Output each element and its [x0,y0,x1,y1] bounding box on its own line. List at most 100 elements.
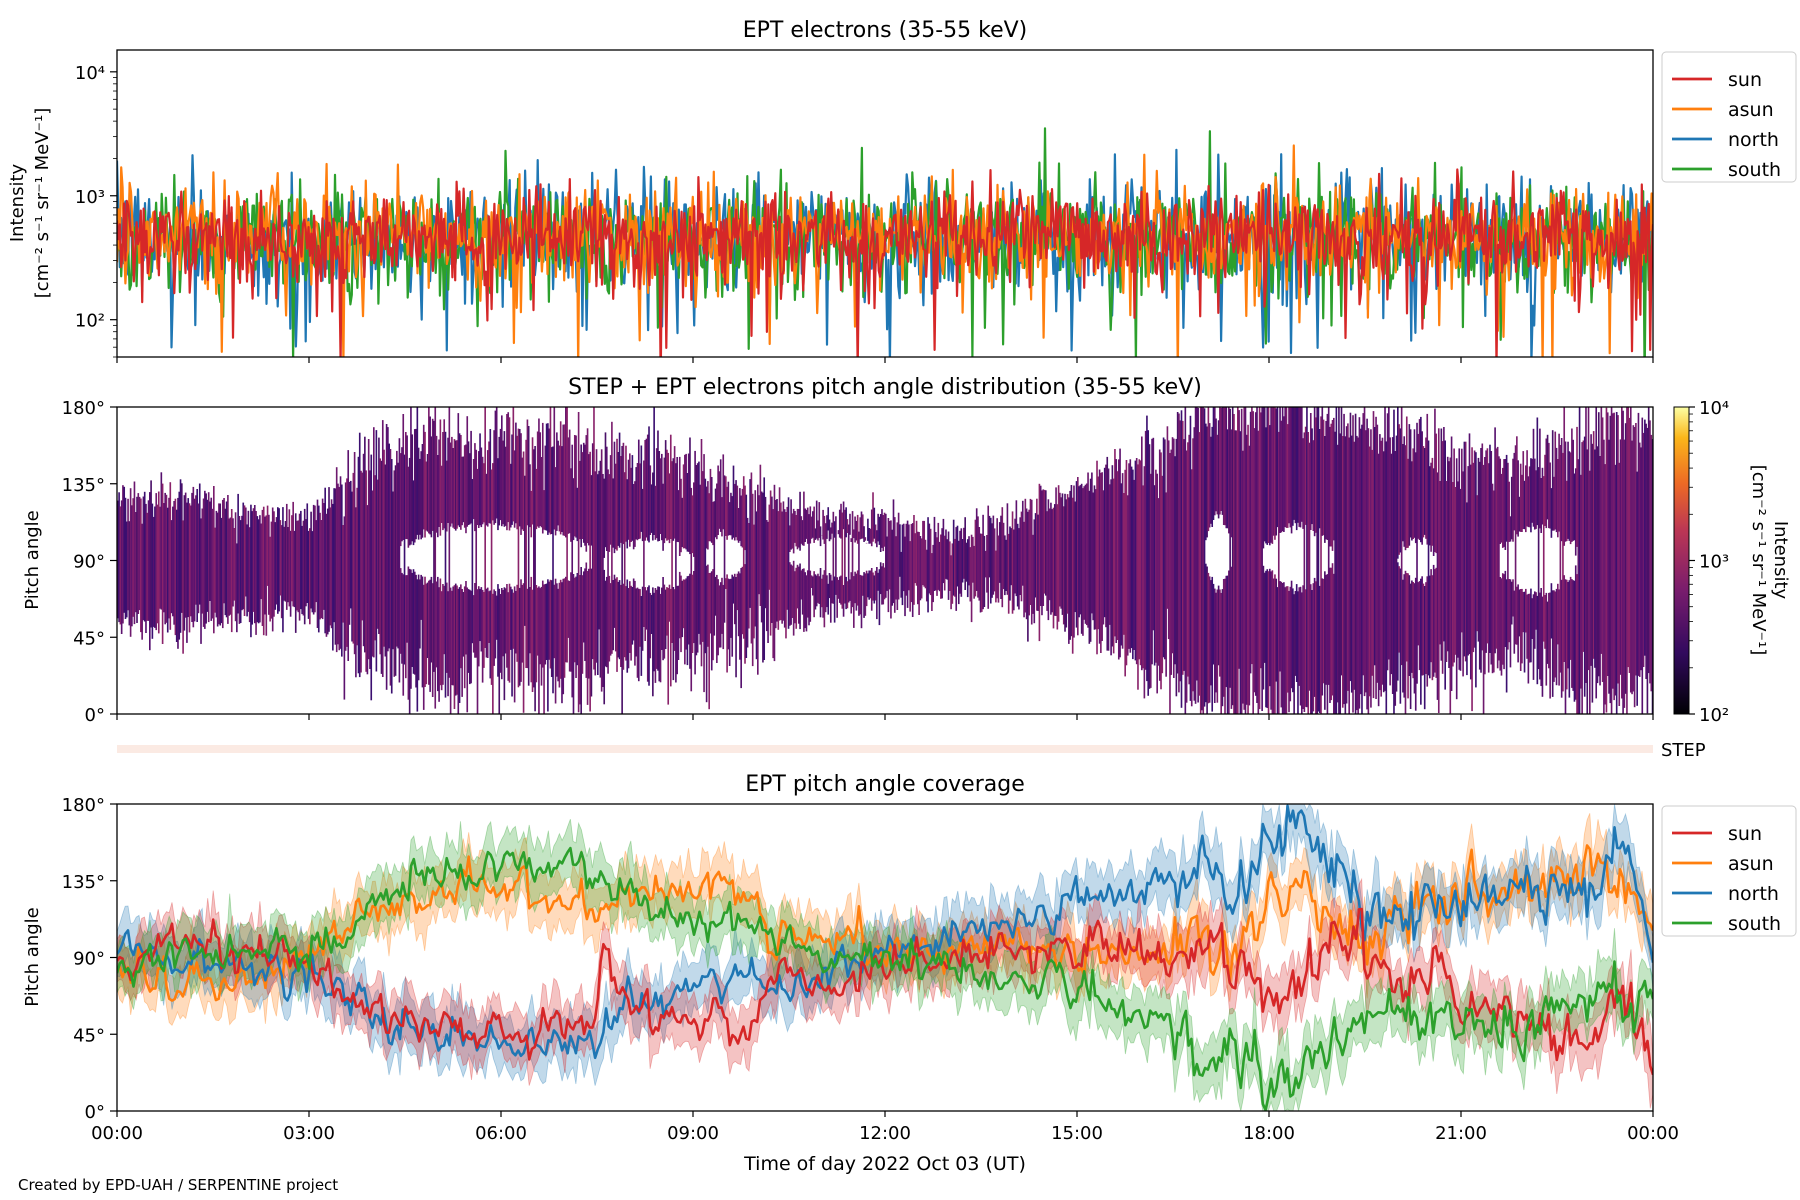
heatmap-cell [791,513,794,549]
heatmap-cell [1402,444,1404,542]
step-label: STEP [1661,740,1706,761]
heatmap-cell [1117,459,1120,660]
heatmap-cell [353,452,356,655]
heatmap-cell [835,516,837,595]
heatmap-cell [1595,407,1598,699]
heatmap-cell [960,528,963,597]
heatmap-cell [949,541,951,591]
heatmap-cell [1002,522,1005,590]
heatmap-cell [934,532,937,591]
x-tick-label: 15:00 [1051,1123,1103,1144]
heatmap-cell [1128,463,1130,649]
heatmap-cell [1376,424,1379,683]
heatmap-cell [680,478,682,553]
heatmap-cell [187,498,190,618]
heatmap-cell [179,479,182,633]
heatmap-cell [512,592,515,649]
heatmap-cell [865,570,868,607]
heatmap-cell [1180,410,1183,708]
heatmap-cell [173,501,175,625]
heatmap-cell [166,507,169,633]
heatmap-cell [1304,426,1307,525]
heatmap-cell [1618,462,1621,706]
heatmap-cell [719,459,722,532]
heatmap-cell [677,490,680,543]
heatmap-cell [338,486,341,651]
heatmap-cell [1519,589,1522,671]
heatmap-cell [963,527,965,579]
heatmap-cell [1270,407,1272,543]
heatmap-cell [1009,526,1011,601]
panel1-y-tick-label: 10³ [75,187,105,208]
heatmap-cell [1289,407,1292,528]
heatmap-cell [1281,583,1284,714]
heatmap-cell [195,495,197,605]
heatmap-cell [1121,473,1124,649]
heatmap-cell [1226,429,1229,529]
heatmap-cell [415,574,417,688]
step-strip [117,745,1653,753]
heatmap-cell [1429,575,1431,679]
heatmap-cell [1541,596,1544,697]
heatmap-cell [1367,428,1370,714]
heatmap-cell [390,459,393,694]
heatmap-cell [863,526,865,542]
heatmap-cell [795,515,798,547]
heatmap-cell [1642,432,1645,667]
heatmap-cell [507,592,510,681]
heatmap-cell [558,582,561,688]
heatmap-cell [257,519,260,624]
heatmap-cell [1386,413,1389,671]
heatmap-cell [374,475,376,641]
heatmap-cell [669,588,672,687]
heatmap-cell [732,576,735,604]
heatmap-cell [918,532,920,615]
heatmap-cell [472,595,475,653]
heatmap-cell [1267,407,1270,543]
heatmap-cell [1380,440,1382,697]
heatmap-cell [618,580,621,660]
heatmap-cell [399,453,402,547]
heatmap-cell [618,432,621,548]
heatmap-cell [470,590,472,684]
heatmap-cell [525,439,527,668]
heatmap-cell [1050,502,1052,615]
heatmap-cell [1564,441,1567,542]
heatmap-cell [882,563,885,605]
heatmap-cell [849,513,851,535]
heatmap-cell [765,520,768,632]
heatmap-cell [828,519,831,542]
heatmap-cell [846,519,849,533]
heatmap-cell [1586,449,1589,714]
heatmap-cell [970,534,973,623]
heatmap-cell [717,465,719,535]
heatmap-cell [632,578,635,641]
heatmap-cell [571,444,574,698]
heatmap-cell [1646,427,1649,714]
heatmap-cell [151,503,154,639]
heatmap-cell [932,544,934,603]
heatmap-cell [667,452,670,540]
heatmap-cell [511,589,513,697]
heatmap-cell [1531,458,1534,523]
heatmap-cell [1093,485,1096,630]
heatmap-cell [248,527,251,623]
heatmap-cell [539,432,542,526]
heatmap-cell [1327,407,1330,685]
heatmap-cell [1239,431,1242,714]
heatmap-cell [274,522,277,610]
heatmap-cell [122,485,124,624]
heatmap-cell [676,585,678,675]
heatmap-cell [204,490,206,629]
panel2-y-tick-label: 0° [85,705,105,726]
heatmap-cell [895,536,897,600]
panel1-title: EPT electrons (35-55 keV) [743,18,1028,43]
heatmap-cell [1201,407,1203,711]
heatmap-cell [977,516,979,598]
heatmap-cell [904,536,906,617]
heatmap-cell [416,579,419,712]
heatmap-cell [1176,412,1179,674]
heatmap-cell [818,502,821,538]
heatmap-cell [385,424,388,690]
heatmap-cell [849,579,851,601]
